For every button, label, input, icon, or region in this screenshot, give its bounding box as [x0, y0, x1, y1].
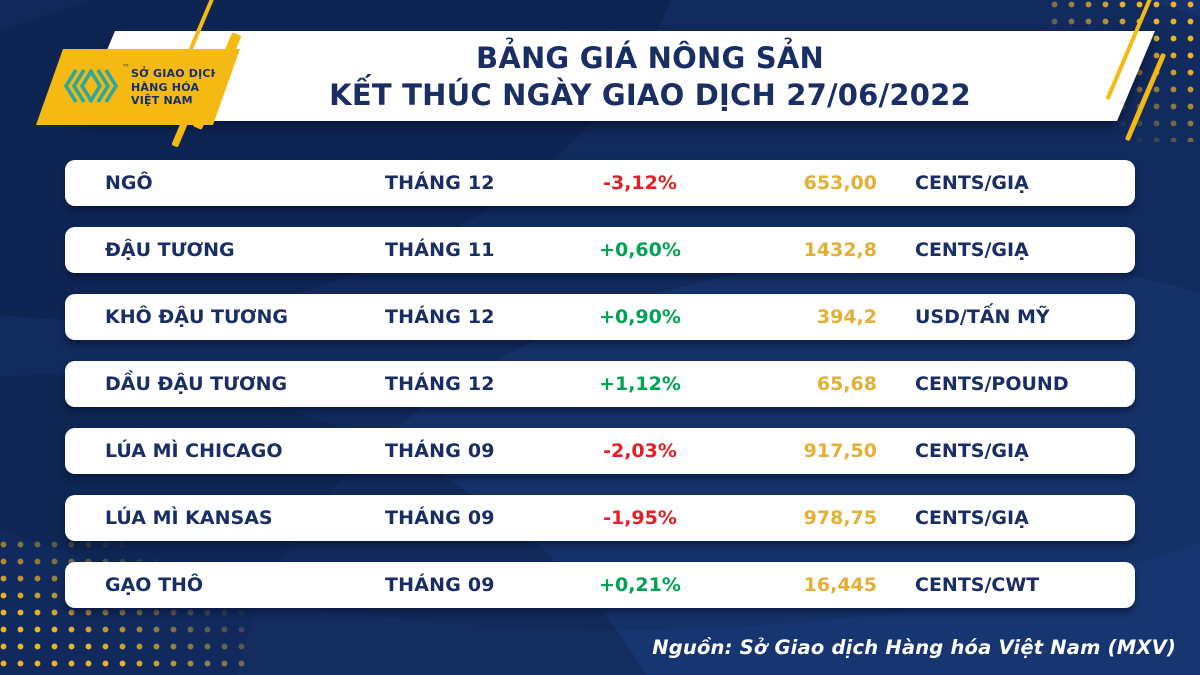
contract-month: THÁNG 09 [385, 440, 495, 462]
table-row-kho-dau-tuong: KHÔ ĐẬU TƯƠNG THÁNG 12 +0,90% 394,2 USD/… [65, 294, 1135, 340]
last-price: 917,50 [803, 440, 877, 462]
logo-text-line3: VIỆT NAM [131, 94, 193, 107]
page-title-line1: BẢNG GIÁ NÔNG SẢN [476, 41, 824, 75]
contract-month: THÁNG 11 [385, 239, 495, 261]
commodity-name: GẠO THÔ [105, 574, 204, 596]
last-price: 394,2 [816, 306, 877, 328]
contract-month: THÁNG 12 [385, 373, 495, 395]
price-unit: USD/TẤN MỸ [915, 306, 1050, 328]
last-price: 16,445 [803, 574, 877, 596]
price-unit: CENTS/GIẠ [915, 507, 1029, 529]
price-unit: CENTS/GIẠ [915, 239, 1029, 261]
change-percent: +0,21% [599, 574, 681, 596]
price-unit: CENTS/POUND [915, 373, 1069, 395]
last-price: 65,68 [816, 373, 877, 395]
price-table: NGÔ THÁNG 12 -3,12% 653,00 CENTS/GIẠ ĐẬU… [65, 160, 1135, 629]
change-percent: +0,90% [599, 306, 681, 328]
header-band-shape [77, 31, 1155, 121]
commodity-name: LÚA MÌ CHICAGO [105, 440, 283, 462]
change-percent: -3,12% [603, 172, 677, 194]
table-row-dau-tuong: ĐẬU TƯƠNG THÁNG 11 +0,60% 1432,8 CENTS/G… [65, 227, 1135, 273]
last-price: 1432,8 [803, 239, 877, 261]
mxv-chevrons-icon [63, 69, 119, 103]
table-row-lua-mi-kansas: LÚA MÌ KANSAS THÁNG 09 -1,95% 978,75 CEN… [65, 495, 1135, 541]
contract-month: THÁNG 09 [385, 507, 495, 529]
contract-month: THÁNG 12 [385, 306, 495, 328]
table-row-ngo: NGÔ THÁNG 12 -3,12% 653,00 CENTS/GIẠ [65, 160, 1135, 206]
change-percent: +0,60% [599, 239, 681, 261]
page-title: BẢNG GIÁ NÔNG SẢN KẾT THÚC NGÀY GIAO DỊC… [150, 40, 1150, 114]
price-unit: CENTS/GIẠ [915, 440, 1029, 462]
change-percent: -1,95% [603, 507, 677, 529]
logo-text: SỞ GIAO DỊCH HÀNG HÓA VIỆT NAM [131, 67, 220, 108]
change-percent: -2,03% [603, 440, 677, 462]
trademark-mark: ™ [122, 63, 130, 72]
last-price: 978,75 [803, 507, 877, 529]
commodity-name: NGÔ [105, 172, 153, 194]
logo-text-line2: HÀNG HÓA [131, 80, 200, 94]
table-row-dau-dau-tuong: DẦU ĐẬU TƯƠNG THÁNG 12 +1,12% 65,68 CENT… [65, 361, 1135, 407]
price-unit: CENTS/CWT [915, 574, 1040, 596]
table-row-gao-tho: GẠO THÔ THÁNG 09 +0,21% 16,445 CENTS/CWT [65, 562, 1135, 608]
logo-text-line1: SỞ GIAO DỊCH [131, 67, 221, 80]
header-band [0, 31, 1200, 121]
contract-month: THÁNG 12 [385, 172, 495, 194]
source-note: Nguồn: Sở Giao dịch Hàng hóa Việt Nam (M… [652, 636, 1176, 659]
change-percent: +1,12% [599, 373, 681, 395]
page-title-line2: KẾT THÚC NGÀY GIAO DỊCH 27/06/2022 [329, 78, 971, 112]
last-price: 653,00 [803, 172, 877, 194]
commodity-name: LÚA MÌ KANSAS [105, 507, 273, 529]
table-row-lua-mi-chicago: LÚA MÌ CHICAGO THÁNG 09 -2,03% 917,50 CE… [65, 428, 1135, 474]
contract-month: THÁNG 09 [385, 574, 495, 596]
commodity-name: ĐẬU TƯƠNG [105, 239, 235, 261]
price-unit: CENTS/GIẠ [915, 172, 1029, 194]
commodity-name: KHÔ ĐẬU TƯƠNG [105, 306, 288, 328]
commodity-name: DẦU ĐẬU TƯƠNG [105, 373, 288, 395]
